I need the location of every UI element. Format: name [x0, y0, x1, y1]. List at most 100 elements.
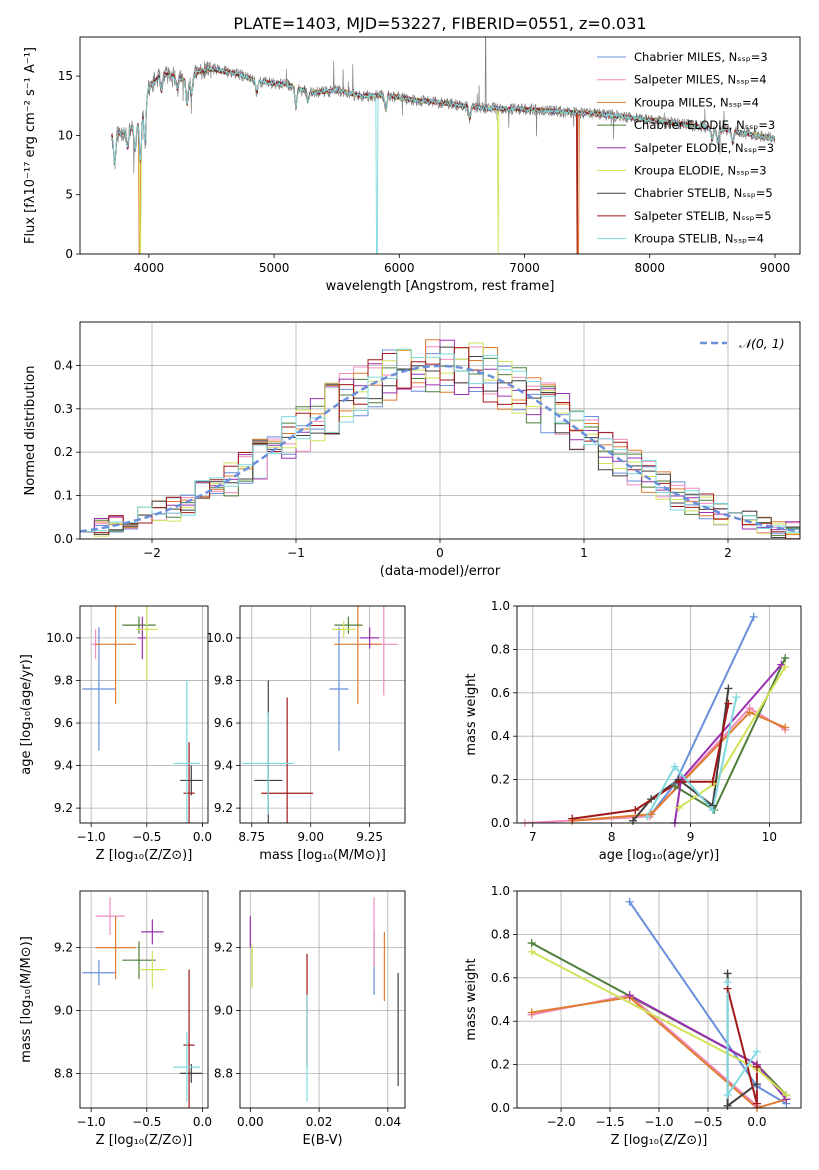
x-tick-label: 1 — [580, 546, 588, 560]
weight-marker — [781, 654, 790, 663]
plot-area — [80, 339, 800, 539]
y-tick-label: 15 — [58, 69, 73, 83]
legend-label: Chabrier MILES, Nₛₛₚ=3 — [634, 50, 768, 64]
y-axis-label: mass [log₁₀(M/M⊙)] — [19, 936, 34, 1063]
legend-label: Kroupa ELODIE, Nₛₛₚ=3 — [634, 164, 767, 178]
x-tick-label: 5000 — [259, 261, 290, 275]
plot-area — [249, 897, 399, 1102]
x-tick-label: −0.5 — [132, 830, 161, 844]
legend: Chabrier MILES, Nₛₛₚ=3 Salpeter MILES, Nₛ… — [597, 50, 775, 246]
y-tick-label: 0.2 — [491, 1058, 510, 1072]
axes-frame — [79, 890, 209, 1109]
weight-marker — [732, 693, 741, 702]
axes-weight_vs_age: 7 8 9 10 0.0 0.2 0.4 0.6 0.8 1.0 age [log₁₀(age/yr… — [464, 599, 802, 863]
x-axis-label: mass [log₁₀(M/M⊙)] — [259, 848, 386, 863]
weight-marker — [781, 662, 790, 671]
y-tick-label: 10 — [58, 128, 73, 142]
x-tick-label: 9.25 — [356, 830, 383, 844]
y-tick-label: 9.6 — [214, 716, 233, 730]
observed-spectrum — [110, 37, 776, 174]
weight-marker — [670, 782, 679, 791]
x-tick-label: 0.0 — [747, 1115, 766, 1129]
x-tick-label: −1.0 — [77, 1115, 106, 1129]
y-tick-label: 0.0 — [491, 1101, 510, 1115]
legend-label: Salpeter MILES, Nₛₛₚ=4 — [634, 73, 767, 87]
y-tick-label: 0 — [65, 247, 73, 261]
weight-marker — [643, 812, 652, 821]
y-tick-label: 0.3 — [54, 402, 73, 416]
x-tick-label: 8.75 — [238, 830, 265, 844]
weight-marker — [527, 939, 536, 948]
residual-histogram — [80, 348, 800, 533]
weight-marker — [749, 612, 758, 621]
y-tick-label: 0.2 — [491, 773, 510, 787]
weight-marker — [527, 1008, 536, 1017]
x-tick-label: −1.0 — [644, 1115, 673, 1129]
weight-line — [531, 996, 787, 1108]
legend-label: Chabrier ELODIE, Nₛₛₚ=3 — [634, 118, 775, 132]
y-axis-label: Flux [fλ10⁻¹⁷ erg cm⁻² s⁻¹ A⁻¹] — [23, 47, 38, 244]
legend-label: Salpeter ELODIE, Nₛₛₚ=3 — [634, 141, 774, 155]
x-tick-label: 0.00 — [237, 1115, 264, 1129]
axes-frame — [79, 36, 801, 255]
legend-label: Kroupa STELIB, Nₛₛₚ=4 — [634, 232, 764, 246]
figure-title: PLATE=1403, MJD=53227, FIBERID=0551, z=0… — [233, 14, 646, 33]
y-tick-label: 9.4 — [214, 759, 233, 773]
plot-area — [524, 616, 787, 823]
weight-marker — [625, 897, 634, 906]
y-axis-label: Normed distribution — [23, 366, 38, 496]
weight-marker — [752, 1099, 761, 1108]
x-tick-label: −0.5 — [693, 1115, 722, 1129]
x-tick-label: 10 — [762, 830, 777, 844]
y-tick-label: 9.6 — [54, 716, 73, 730]
y-tick-label: 10.0 — [46, 631, 73, 645]
weight-marker — [708, 805, 717, 814]
weight-marker — [745, 708, 754, 717]
y-tick-label: 0.0 — [54, 532, 73, 546]
x-tick-label: −2.0 — [546, 1115, 575, 1129]
plot-area — [82, 606, 203, 823]
x-axis-label: Z [log₁₀(Z/Z⊙)] — [96, 1133, 193, 1148]
y-tick-label: 1.0 — [491, 884, 510, 898]
y-axis-label: mass weight — [464, 673, 479, 755]
plot-area — [110, 37, 776, 254]
axes-frame — [79, 321, 801, 540]
axes-residuals: −2 −1 0 1 2 0.0 0.1 0.2 0.3 0.4 (data-model)/error… — [23, 321, 801, 579]
x-tick-label: −2 — [143, 546, 161, 560]
y-tick-label: 9.2 — [54, 801, 73, 815]
weight-marker — [628, 816, 637, 825]
weight-marker — [752, 1080, 761, 1089]
x-tick-label: 7000 — [509, 261, 540, 275]
x-axis-label: age [log₁₀(age/yr)] — [599, 848, 720, 863]
weight-marker — [752, 1062, 761, 1071]
weight-marker — [724, 699, 733, 708]
weight-marker — [670, 762, 679, 771]
weight-marker — [723, 978, 732, 987]
y-tick-label: 9.0 — [214, 1004, 233, 1018]
weight-marker — [625, 991, 634, 1000]
y-tick-label: 5 — [65, 188, 73, 202]
weight-marker — [568, 814, 577, 823]
weight-line — [650, 616, 755, 815]
y-tick-label: 10.0 — [206, 631, 233, 645]
legend-label: Kroupa MILES, Nₛₛₚ=4 — [634, 95, 759, 109]
x-axis-label: wavelength [Angstrom, rest frame] — [326, 279, 555, 294]
weight-line — [524, 706, 786, 823]
y-axis-label: mass weight — [464, 958, 479, 1040]
y-tick-label: 0.1 — [54, 489, 73, 503]
y-tick-label: 8.8 — [214, 1066, 233, 1080]
weight-marker — [723, 1090, 732, 1099]
plot-area — [242, 606, 398, 823]
y-tick-label: 9.0 — [54, 1004, 73, 1018]
x-axis-label: E(B-V) — [302, 1133, 342, 1148]
residual-histogram — [80, 347, 800, 539]
y-tick-label: 9.2 — [54, 941, 73, 955]
axes-weight_vs_Z: −2.0 −1.5 −1.0 −0.5 0.0 0.0 0.2 0.4 0.6 0.8 1.0 Z [… — [464, 884, 802, 1148]
x-tick-label: 9000 — [760, 261, 791, 275]
y-tick-label: 0.2 — [54, 445, 73, 459]
y-tick-label: 9.2 — [214, 801, 233, 815]
x-tick-label: 2 — [724, 546, 732, 560]
y-tick-label: 9.2 — [214, 941, 233, 955]
weight-line — [726, 982, 758, 1099]
y-tick-label: 0.8 — [491, 927, 510, 941]
